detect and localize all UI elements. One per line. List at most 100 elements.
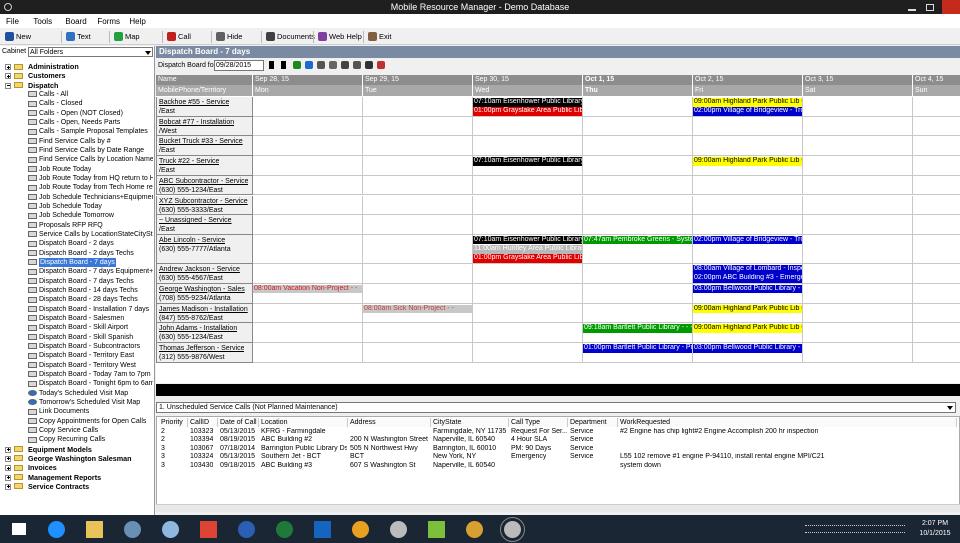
taskbar-app[interactable] bbox=[276, 521, 293, 538]
tree-folder[interactable]: Equipment Models bbox=[28, 444, 92, 454]
tree-item[interactable]: Copy Service Calls bbox=[39, 426, 99, 434]
toolbar-button[interactable]: Map bbox=[125, 32, 140, 41]
resource-cell[interactable]: James Madison - Installation (847) 555-87… bbox=[156, 303, 253, 324]
resource-cell[interactable]: Abe Lincoln - Service (630) 555-7777/Atla… bbox=[156, 234, 253, 265]
resource-cell[interactable]: John Adams - Installation (630) 555-1234/… bbox=[156, 323, 253, 343]
day-cell[interactable] bbox=[583, 175, 693, 196]
tree-item[interactable]: Dispatch Board - Skill Airport bbox=[39, 324, 129, 332]
board-tool-button[interactable] bbox=[269, 61, 274, 69]
day-cell[interactable] bbox=[583, 215, 693, 235]
appointment[interactable]: 09:00am Highland Park Public Lib Cy bbox=[693, 157, 802, 166]
taskbar-app[interactable] bbox=[86, 521, 103, 538]
day-cell[interactable]: 03:00pm Bellwood Public Library - Sys bbox=[693, 283, 803, 304]
day-cell[interactable] bbox=[803, 136, 913, 157]
tree-item[interactable]: Calls - Closed bbox=[39, 100, 83, 108]
tree-folder[interactable]: George Washington Salesman bbox=[28, 453, 132, 463]
appointment[interactable]: 08:00am Village of Lombard - Inspecti bbox=[693, 265, 802, 274]
tree-item[interactable]: Dispatch Board - Territory West bbox=[39, 361, 136, 369]
tree-item[interactable]: Dispatch Board - 14 days Techs bbox=[39, 286, 138, 294]
toolbar-button[interactable]: Text bbox=[77, 32, 91, 41]
day-cell[interactable] bbox=[913, 196, 960, 216]
tree-item[interactable]: Find Service Calls by # bbox=[39, 137, 111, 145]
resource-cell[interactable]: XYZ Subcontractor - Service (630) 555-333… bbox=[156, 195, 253, 216]
day-cell[interactable] bbox=[913, 215, 960, 235]
tree-folder[interactable]: Service Contracts bbox=[28, 481, 90, 491]
taskbar-app[interactable] bbox=[314, 521, 331, 538]
day-cell[interactable] bbox=[363, 323, 473, 343]
column-header[interactable]: WorkRequested bbox=[618, 418, 957, 427]
day-cell[interactable]: 01:00pm Bartlett Public Library - Prope bbox=[583, 343, 693, 363]
taskbar-app[interactable] bbox=[48, 521, 65, 538]
day-cell[interactable]: 07:10am Eisenhower Public Library D 01:00… bbox=[473, 97, 583, 117]
day-cell[interactable] bbox=[803, 116, 913, 137]
day-cell[interactable] bbox=[693, 195, 803, 216]
tree-item[interactable]: Dispatch Board - Subcontractors bbox=[39, 342, 141, 350]
appointment[interactable]: 09:00am Highland Park Public Lib Cy bbox=[693, 98, 802, 107]
day-cell[interactable]: 07:10am Eisenhower Public Library D bbox=[473, 156, 583, 176]
resource-cell[interactable]: Thomas Jefferson - Service (312) 555-9876… bbox=[156, 343, 253, 363]
resource-cell[interactable]: Bucket Truck #33 - Service/East bbox=[156, 136, 253, 157]
day-cell[interactable] bbox=[913, 176, 960, 196]
day-cell[interactable] bbox=[363, 215, 473, 235]
day-cell[interactable] bbox=[473, 264, 583, 284]
day-cell[interactable] bbox=[253, 303, 363, 324]
column-header[interactable]: Date of Call bbox=[218, 418, 259, 427]
day-cell[interactable] bbox=[253, 195, 363, 216]
tree-item[interactable]: Dispatch Board - Salesmen bbox=[39, 314, 125, 322]
toolbar-button[interactable]: Call bbox=[178, 32, 191, 41]
appointment[interactable]: 09:18am Bartlett Public Library - - - bbox=[583, 324, 692, 333]
tree-item[interactable]: Dispatch Board - Tonight 6pm to 6am bbox=[39, 380, 153, 388]
day-cell[interactable] bbox=[803, 215, 913, 235]
day-cell[interactable] bbox=[913, 235, 960, 265]
menu-item[interactable]: Forms bbox=[97, 17, 121, 26]
day-cell[interactable] bbox=[473, 116, 583, 137]
tree-folder[interactable]: Administration bbox=[28, 62, 79, 71]
day-cell[interactable] bbox=[363, 343, 473, 363]
day-cell[interactable] bbox=[473, 283, 583, 304]
day-cell[interactable] bbox=[363, 195, 473, 216]
day-cell[interactable] bbox=[583, 195, 693, 216]
board-tool-button[interactable] bbox=[293, 61, 301, 69]
day-cell[interactable] bbox=[473, 323, 583, 343]
toolbar-button[interactable]: New bbox=[16, 32, 32, 41]
tree-item[interactable]: Job Schedule Tomorrow bbox=[39, 212, 114, 220]
clock-time[interactable]: 2:07 PM bbox=[921, 520, 949, 527]
day-cell[interactable] bbox=[693, 215, 803, 235]
tree-folder[interactable]: Management Reports bbox=[28, 472, 102, 482]
appointment[interactable]: 09:00am Highland Park Public Lib Cy bbox=[693, 304, 802, 314]
tree-item[interactable]: Calls - All bbox=[39, 90, 69, 98]
day-cell[interactable] bbox=[803, 97, 913, 117]
minimize-button[interactable] bbox=[908, 9, 916, 11]
taskbar-app[interactable] bbox=[352, 521, 369, 538]
appointment[interactable]: 03:00pm Bellwood Public Library - Sys bbox=[693, 284, 802, 294]
column-header[interactable]: Location bbox=[259, 418, 348, 427]
toolbar-button[interactable]: Documents bbox=[277, 32, 315, 41]
tree-item[interactable]: Job Schedule Today bbox=[39, 202, 102, 210]
day-cell[interactable]: 03:00pm Bellwood Public Library - Sys bbox=[693, 343, 803, 363]
tree-item[interactable]: Dispatch Board - Territory East bbox=[39, 352, 135, 360]
tree-item[interactable]: Find Service Calls by Date Range bbox=[39, 146, 145, 154]
day-cell[interactable]: 09:00am Highland Park Public Lib Cy bbox=[693, 156, 803, 176]
resource-cell[interactable]: Bobcat #77 - Installation/West bbox=[156, 116, 253, 137]
day-cell[interactable] bbox=[693, 175, 803, 196]
taskbar-app[interactable] bbox=[200, 521, 217, 538]
day-cell[interactable] bbox=[583, 283, 693, 304]
day-cell[interactable] bbox=[583, 264, 693, 284]
tree-item[interactable]: Dispatch Board - Skill Spanish bbox=[39, 333, 134, 341]
taskbar-app[interactable] bbox=[238, 521, 255, 538]
day-cell[interactable] bbox=[253, 264, 363, 284]
date-picker[interactable]: 09/28/2015 bbox=[214, 60, 264, 71]
day-cell[interactable] bbox=[803, 303, 913, 324]
day-cell[interactable]: 08:00am Sick Non-Project - - bbox=[363, 303, 473, 324]
column-header[interactable]: Address bbox=[348, 418, 431, 427]
resource-cell[interactable]: Andrew Jackson - Service (630) 555-4567/E… bbox=[156, 264, 253, 284]
day-cell[interactable] bbox=[913, 343, 960, 363]
appointment[interactable]: 01:00pm Bartlett Public Library - Prope bbox=[583, 344, 692, 353]
day-cell[interactable]: 08:00am Vacation Non-Project - - bbox=[253, 283, 363, 304]
day-cell[interactable] bbox=[913, 136, 960, 157]
day-cell[interactable]: 09:00am Highland Park Public Lib Cy 02:00… bbox=[693, 97, 803, 117]
cabinet-dropdown[interactable]: All Folders bbox=[28, 47, 153, 57]
taskbar-app[interactable] bbox=[124, 521, 141, 538]
day-cell[interactable]: 08:00am Village of Lombard - Inspecti 02:… bbox=[693, 264, 803, 284]
day-cell[interactable] bbox=[913, 97, 960, 117]
